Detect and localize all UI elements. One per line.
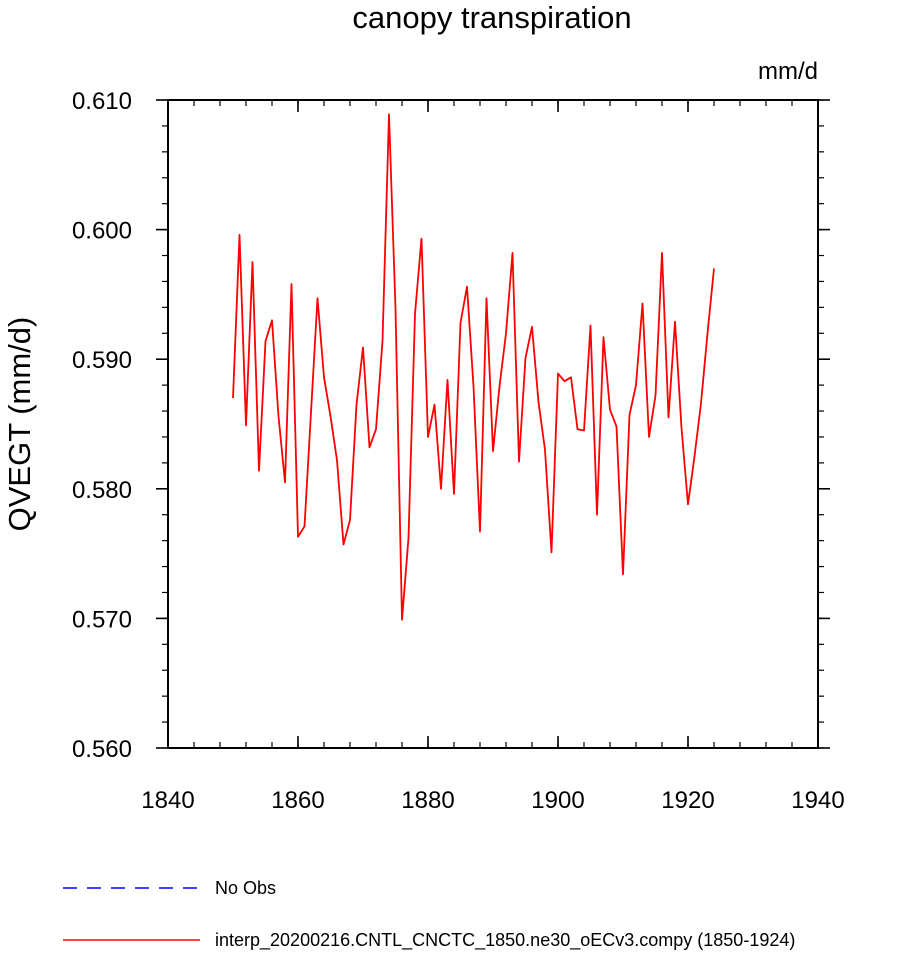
y-axis-label: QVEGT (mm/d) xyxy=(2,317,37,532)
legend-label-model: interp_20200216.CNTL_CNCTC_1850.ne30_oEC… xyxy=(215,930,795,951)
y-tick-labels: 0.560 0.570 0.580 0.590 0.600 0.610 xyxy=(72,88,132,763)
x-tick-label: 1940 xyxy=(791,787,844,814)
y-tick-label: 0.580 xyxy=(72,477,132,504)
chart-title: canopy transpiration xyxy=(352,0,631,35)
series-line xyxy=(232,113,715,621)
y-tick-label: 0.610 xyxy=(72,88,132,115)
legend: No Obs interp_20200216.CNTL_CNCTC_1850.n… xyxy=(63,878,795,951)
x-tick-label: 1920 xyxy=(661,787,714,814)
x-tick-label: 1880 xyxy=(401,787,454,814)
x-tick-label: 1860 xyxy=(271,787,324,814)
y-tick-label: 0.570 xyxy=(72,606,132,633)
y-tick-label: 0.600 xyxy=(72,218,132,245)
plot-frame xyxy=(167,99,819,749)
y-tick-label: 0.590 xyxy=(72,347,132,374)
legend-label-no-obs: No Obs xyxy=(215,878,276,898)
units-label: mm/d xyxy=(758,58,818,85)
x-tick-label: 1900 xyxy=(531,787,584,814)
y-tick-label: 0.560 xyxy=(72,736,132,763)
x-tick-labels: 1840 1860 1880 1900 1920 1940 xyxy=(141,787,844,814)
x-tick-label: 1840 xyxy=(141,787,194,814)
